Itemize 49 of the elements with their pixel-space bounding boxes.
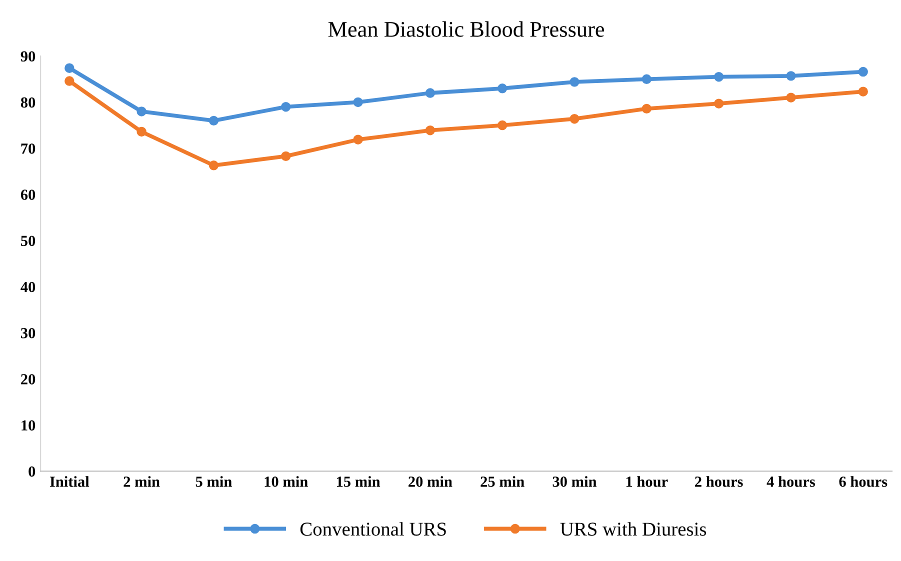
y-tick-label: 40 — [20, 282, 36, 292]
point — [425, 126, 436, 136]
point — [64, 76, 74, 86]
x-tick-label: 10 min — [264, 476, 308, 487]
point — [208, 116, 219, 126]
y-tick-label: 50 — [21, 236, 36, 246]
point — [858, 66, 868, 77]
x-tick-label: 2 hours — [695, 476, 743, 487]
point — [642, 74, 652, 84]
x-tick-label: 25 min — [480, 476, 524, 487]
y-tick-label: 80 — [20, 97, 36, 108]
x-tick-label: 2 min — [124, 476, 160, 487]
x-tick-label: 6 hours — [839, 476, 888, 487]
chart-title: Mean Diastolic Blood Pressure — [328, 21, 604, 37]
point — [786, 92, 796, 102]
x-tick-label: 1 hour — [626, 476, 668, 487]
y-tick-label: 30 — [20, 328, 36, 338]
point — [281, 102, 291, 112]
point — [353, 97, 363, 108]
point — [642, 104, 652, 114]
point — [786, 71, 796, 81]
x-tick-label: 4 hours — [766, 476, 816, 487]
x-tick-label: Initial — [50, 476, 90, 487]
point — [858, 86, 868, 96]
point — [425, 88, 436, 98]
x-tick-label: 5 min — [196, 476, 232, 487]
point — [136, 126, 146, 137]
y-tick-label: 10 — [22, 420, 36, 431]
y-tick-label: 90 — [20, 51, 36, 62]
point — [714, 72, 724, 82]
point — [208, 160, 219, 170]
point — [497, 84, 508, 94]
x-tick-label: 15 min — [336, 476, 380, 487]
point — [714, 98, 724, 108]
point — [353, 134, 363, 144]
legend-label: URS with Diuresis — [560, 522, 706, 536]
point — [281, 151, 291, 162]
point — [136, 106, 146, 116]
point — [570, 114, 580, 124]
point — [497, 120, 508, 130]
y-tick-label: 20 — [21, 374, 36, 384]
y-tick-label: 0 — [28, 466, 36, 477]
point — [64, 63, 74, 73]
x-tick-label: 20 min — [408, 476, 452, 487]
point — [570, 77, 580, 87]
y-tick-label: 70 — [21, 143, 36, 154]
legend-label: Conventional URS — [300, 522, 446, 536]
y-tick-label: 60 — [20, 190, 36, 200]
x-tick-label: 30 min — [552, 476, 597, 487]
